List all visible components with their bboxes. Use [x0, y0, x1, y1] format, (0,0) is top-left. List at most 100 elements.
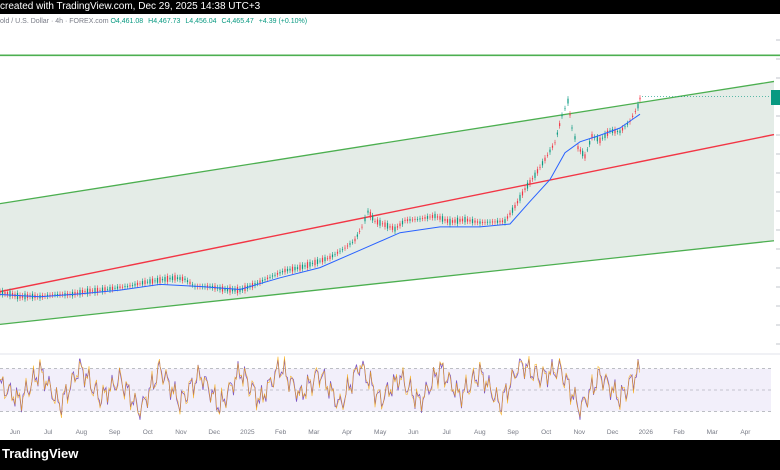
candle-body	[494, 221, 496, 223]
candle-body	[209, 286, 211, 287]
candle-body	[564, 108, 566, 110]
candle-body	[406, 219, 409, 221]
candle-body	[554, 142, 556, 144]
candle-body	[339, 250, 341, 252]
candle-body	[354, 238, 356, 242]
candle-body	[121, 286, 124, 288]
candle-body	[49, 294, 51, 296]
candle-body	[506, 216, 509, 219]
x-tick-label: Feb	[275, 429, 287, 436]
candle-body	[431, 215, 434, 218]
candle-body	[569, 113, 571, 116]
symbol-legend: old / U.S. Dollar · 4h · FOREX.com O4,46…	[0, 16, 307, 28]
candle-body	[521, 191, 524, 196]
candle-body	[291, 266, 294, 272]
candle-body	[269, 277, 271, 278]
candle-body	[416, 219, 419, 220]
candle-body	[369, 211, 371, 218]
candle-body	[491, 221, 494, 223]
candle-body	[559, 123, 561, 127]
candle-body	[614, 129, 616, 134]
candle-body	[184, 278, 186, 280]
candle-body	[536, 169, 539, 174]
candle-body	[381, 223, 384, 225]
low-value: L4,456.04	[185, 18, 217, 25]
x-tick-label: Aug	[76, 429, 88, 436]
candle-body	[446, 218, 449, 223]
candle-body	[372, 215, 374, 221]
candle-body	[94, 287, 96, 294]
candle-body	[76, 292, 79, 294]
candle-body	[624, 126, 626, 128]
candle-body	[596, 136, 598, 142]
candle-body	[599, 137, 601, 144]
candle-body	[281, 271, 284, 273]
candle-body	[166, 276, 169, 282]
rsi-signal-line	[0, 356, 640, 419]
candle-body	[434, 213, 436, 219]
x-tick-label: Apr	[740, 429, 751, 436]
candle-body	[464, 216, 466, 223]
x-tick-label: Nov	[175, 429, 187, 436]
candle-body	[489, 221, 491, 223]
candle-body	[421, 218, 424, 219]
candle-body	[606, 130, 609, 136]
time-axis: Jun Jul Aug Sep Oct Nov Dec 2025 Feb Mar Apr May Jun…	[10, 429, 752, 436]
candle-body	[106, 288, 109, 290]
candle-body	[411, 219, 414, 221]
candle-body	[221, 286, 224, 292]
candle-body	[389, 226, 391, 228]
candle-body	[144, 280, 146, 285]
candle-body	[394, 226, 396, 232]
candle-body	[159, 277, 161, 283]
candle-body	[531, 178, 534, 180]
candle-body	[496, 220, 499, 223]
x-tick-label: Sep	[109, 429, 121, 436]
candle-body	[11, 293, 14, 297]
candle-body	[176, 277, 179, 280]
candle-body	[9, 290, 11, 297]
candle-body	[439, 216, 441, 220]
candle-body	[161, 279, 164, 281]
candle-body	[529, 180, 531, 185]
candle-body	[441, 216, 444, 222]
x-tick-label: May	[374, 429, 387, 436]
candle-body	[444, 218, 446, 221]
candle-body	[486, 221, 489, 223]
candle-body	[181, 276, 184, 281]
candle-body	[136, 282, 139, 286]
candle-body	[471, 219, 474, 224]
candle-body	[534, 172, 536, 178]
candle-body	[609, 130, 611, 132]
candle-body	[271, 275, 274, 277]
candle-body	[51, 294, 54, 296]
caption-bar: created with TradingView.com, Dec 29, 20…	[0, 0, 780, 14]
candle-body	[299, 264, 301, 271]
candle-body	[499, 220, 501, 223]
candle-body	[21, 295, 24, 298]
candle-body	[324, 257, 326, 262]
candle-body	[501, 220, 504, 223]
candle-body	[419, 218, 421, 220]
tradingview-logo: TradingView	[2, 446, 79, 461]
candle-body	[91, 290, 94, 292]
candle-body	[567, 98, 569, 104]
candle-body	[404, 219, 406, 221]
candle-body	[526, 182, 529, 189]
candle-body	[56, 294, 59, 296]
channel-upper-line	[0, 80, 775, 205]
candle-body	[634, 111, 636, 112]
candle-body	[561, 114, 563, 117]
candle-body	[344, 247, 346, 249]
x-tick-label: Mar	[707, 429, 719, 436]
candle-body	[179, 277, 181, 280]
candle-body	[261, 279, 264, 282]
candle-body	[401, 220, 404, 225]
candle-body	[119, 286, 121, 289]
candle-body	[84, 291, 86, 293]
x-tick-label: Jul	[44, 429, 53, 436]
price-panel	[0, 39, 780, 345]
candle-body	[329, 255, 331, 259]
